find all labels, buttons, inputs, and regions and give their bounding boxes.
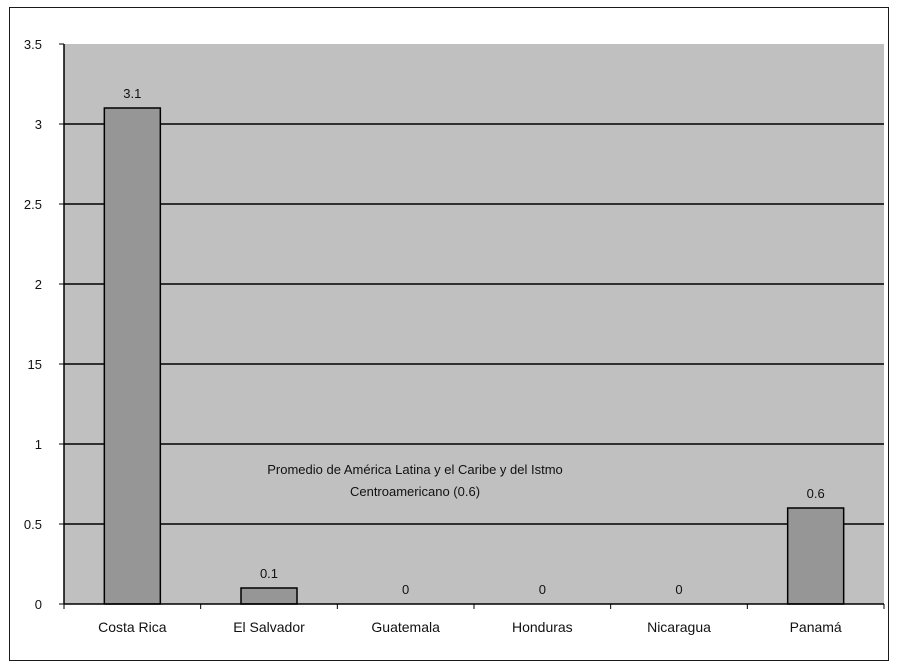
plot-area [64, 44, 884, 604]
labels: 0 0.5 1 15 2 2.5 3 3.5 Costa Rica 3.1 El Salvador 0… [24, 37, 842, 635]
data-label: 3.1 [123, 86, 141, 101]
bar [240, 587, 298, 605]
data-label: 0 [402, 582, 409, 597]
x-category-label: Guatemala [371, 619, 440, 635]
x-category-label: Nicaragua [647, 619, 711, 635]
data-label: 0.6 [807, 486, 825, 501]
data-label: 0 [539, 582, 546, 597]
data-label: 0.1 [260, 566, 278, 581]
y-tick-label: 1 [35, 437, 42, 452]
x-category-label: Costa Rica [98, 619, 167, 635]
y-tick-label: 2 [35, 277, 42, 292]
axes [59, 43, 885, 609]
x-category-label: Honduras [512, 619, 573, 635]
x-category-label: El Salvador [233, 619, 305, 635]
y-tick-label: 3.5 [24, 37, 42, 52]
y-tick-label: 15 [28, 357, 42, 372]
y-tick-label: 3 [35, 117, 42, 132]
gridlines [64, 123, 884, 525]
y-tick-label: 2.5 [24, 197, 42, 212]
annotation-line-2: Centroamericano (0.6) [350, 484, 480, 499]
data-label: 0 [675, 582, 682, 597]
y-tick-label: 0.5 [24, 517, 42, 532]
x-category-label: Panamá [790, 619, 842, 635]
bar [103, 107, 162, 605]
annotation-line-1: Promedio de América Latina y el Caribe y… [267, 462, 563, 477]
bars [103, 107, 845, 605]
y-tick-label: 0 [35, 597, 42, 612]
bar [786, 507, 845, 605]
